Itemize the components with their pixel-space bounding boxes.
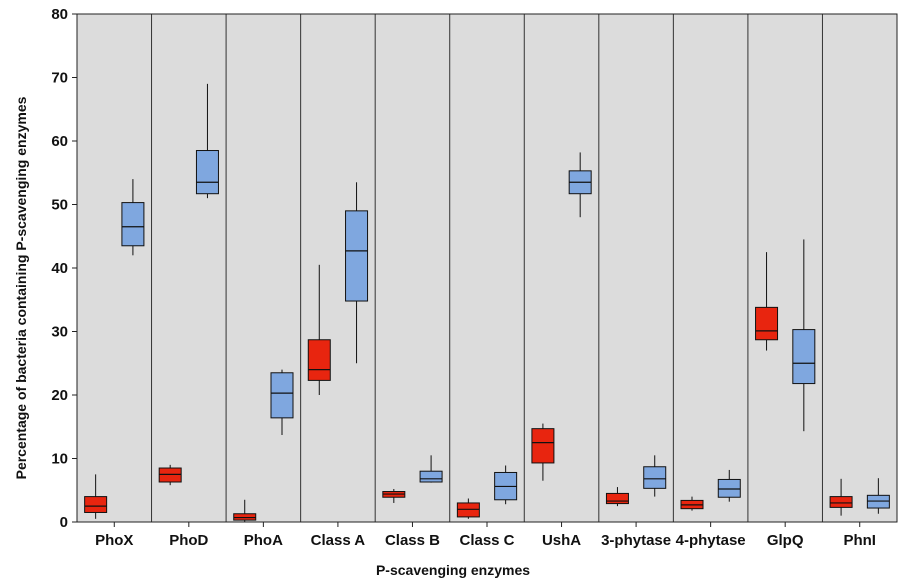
iqr-box xyxy=(233,513,257,521)
box-plot-blue xyxy=(717,469,741,502)
x-tick-label: PhoD xyxy=(169,532,208,549)
x-tick-label: 4-phytase xyxy=(676,532,746,549)
box-plot-red xyxy=(531,423,555,481)
box-plot-blue xyxy=(345,182,369,364)
iqr-box xyxy=(792,329,816,385)
box-plot-blue xyxy=(195,83,219,199)
iqr-box xyxy=(605,492,629,505)
box-plot-red xyxy=(680,496,704,511)
x-axis-label: P-scavenging enzymes xyxy=(376,562,530,578)
box-plot-red xyxy=(456,498,480,519)
y-tick-label: 70 xyxy=(51,70,68,87)
x-tick-label: GlpQ xyxy=(767,532,804,549)
iqr-box xyxy=(829,496,853,508)
y-tick-label: 50 xyxy=(51,197,68,214)
x-tick-label: Class B xyxy=(385,532,440,549)
y-tick-label: 40 xyxy=(51,260,68,277)
x-axis-ticks: PhoX PhoD PhoA Class A Class B Class C UshA 3-p… xyxy=(95,522,876,549)
x-tick-label: PhoX xyxy=(95,532,133,549)
iqr-box xyxy=(307,339,331,381)
plot-frame xyxy=(76,13,898,523)
box-series xyxy=(84,83,890,522)
y-tick-label: 0 xyxy=(60,514,68,531)
y-tick-label: 20 xyxy=(51,387,68,404)
y-tick-label: 10 xyxy=(51,451,68,468)
iqr-box xyxy=(158,467,182,483)
iqr-box xyxy=(866,494,890,509)
box-plot-blue xyxy=(643,455,667,497)
y-tick-label: 30 xyxy=(51,324,68,341)
iqr-box xyxy=(195,150,219,195)
iqr-box xyxy=(345,210,369,302)
x-tick-label: UshA xyxy=(542,532,581,549)
box-plot-blue xyxy=(494,465,518,505)
y-tick-label: 80 xyxy=(51,6,68,23)
y-axis-ticks: 0 10 20 30 40 50 60 70 80 xyxy=(51,6,77,531)
iqr-box xyxy=(456,502,480,518)
iqr-box xyxy=(84,496,108,513)
box-plot-blue xyxy=(270,369,294,436)
iqr-box xyxy=(643,466,667,489)
plot-area xyxy=(77,14,897,522)
iqr-box xyxy=(121,202,145,247)
iqr-box xyxy=(755,306,779,341)
x-tick-label: PhnI xyxy=(843,532,876,549)
box-plot-red xyxy=(307,264,331,395)
box-plot-red xyxy=(829,478,853,516)
box-plot-red xyxy=(755,252,779,351)
x-tick-label: PhoA xyxy=(244,532,283,549)
category-dividers xyxy=(151,14,823,522)
iqr-box xyxy=(717,478,741,498)
box-plot-blue xyxy=(866,478,890,514)
x-tick-label: Class C xyxy=(459,532,514,549)
y-tick-label: 60 xyxy=(51,133,68,150)
box-plot-red xyxy=(605,487,629,507)
x-tick-label: 3-phytase xyxy=(601,532,671,549)
box-plot-blue xyxy=(121,179,145,256)
box-plot-red xyxy=(233,499,257,522)
iqr-box xyxy=(419,470,443,483)
box-plot-blue xyxy=(568,152,592,218)
iqr-box xyxy=(531,428,555,464)
y-axis-label: Percentage of bacteria containing P-scav… xyxy=(13,96,29,479)
iqr-box xyxy=(270,372,294,419)
x-tick-label: Class A xyxy=(311,532,366,549)
box-plot-red xyxy=(382,488,406,503)
box-plot-blue xyxy=(792,239,816,432)
box-plot-blue xyxy=(419,455,443,483)
box-plot-red xyxy=(158,464,182,486)
box-plot-red xyxy=(84,474,108,519)
